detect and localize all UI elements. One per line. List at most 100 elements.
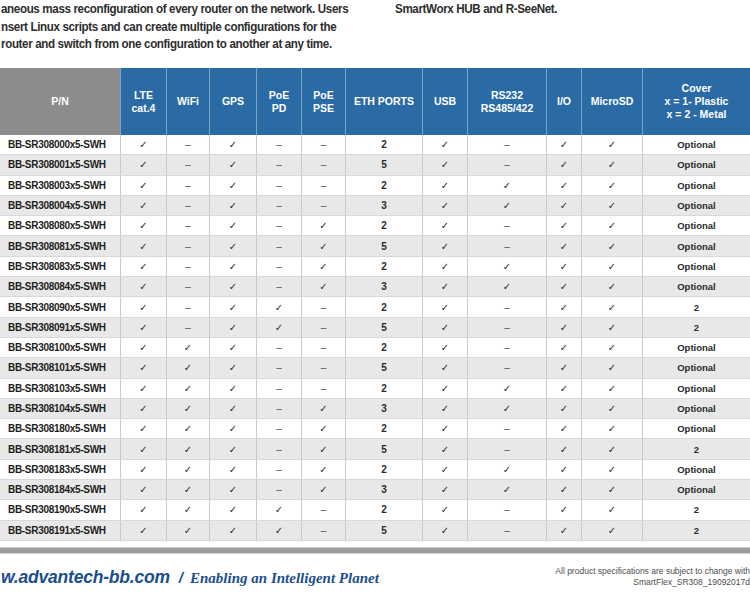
cell-cover: 2	[642, 297, 750, 316]
footer-branding: w.advantech-bb.com / Enabling an Intelli…	[1, 567, 379, 588]
cell-rs232-rs485-422: ✓	[467, 196, 546, 215]
cell-poe-pd: –	[256, 379, 301, 398]
table-row: BB-SR308191x5-SWH✓✓✓✓–5✓–✓✓2	[0, 521, 750, 541]
cell-rs232-rs485-422: –	[467, 318, 546, 337]
part-number-cell: BB-SR308190x5-SWH	[0, 500, 120, 519]
cell-lte-cat4: ✓	[120, 297, 166, 316]
cell-poe-pd: –	[256, 155, 301, 174]
table-row: BB-SR308084x5-SWH✓–✓–✓3✓✓✓✓Optional	[0, 277, 750, 297]
cell-wifi: –	[166, 216, 209, 235]
cell-cover: Optional	[642, 196, 750, 215]
cell-lte-cat4: ✓	[120, 216, 166, 235]
cell-rs232-rs485-422: ✓	[467, 460, 546, 479]
part-number-cell: BB-SR308090x5-SWH	[0, 297, 120, 316]
cell-poe-pse: ✓	[301, 257, 345, 276]
table-header-row: P/N LTE cat.4 WiFi GPS PoE PD PoE PSE ET…	[0, 68, 750, 135]
cell-eth-ports: 2	[345, 176, 422, 195]
cell-cover: Optional	[642, 480, 750, 499]
cell-io: ✓	[546, 176, 581, 195]
datasheet-page: { "intro": { "left_lines": [ "aneous mas…	[0, 0, 750, 608]
cell-poe-pse: –	[301, 500, 345, 519]
cell-microsd: ✓	[581, 439, 642, 458]
cell-poe-pse: ✓	[301, 439, 345, 458]
cell-poe-pse: –	[301, 521, 345, 540]
cell-cover: Optional	[642, 257, 750, 276]
cell-rs232-rs485-422: –	[467, 155, 546, 174]
cell-io: ✓	[546, 257, 581, 276]
table-row: BB-SR308103x5-SWH✓✓✓––2✓✓✓✓Optional	[0, 379, 750, 399]
cell-io: ✓	[546, 500, 581, 519]
footer-note-line: All product specifications are subject t…	[555, 566, 750, 577]
cell-io: ✓	[546, 155, 581, 174]
table-row: BB-SR308083x5-SWH✓–✓–✓2✓✓✓✓Optional	[0, 257, 750, 277]
cell-poe-pd: –	[256, 277, 301, 296]
cell-rs232-rs485-422: ✓	[467, 176, 546, 195]
column-header-poe-pse: PoE PSE	[301, 68, 345, 135]
part-number-cell: BB-SR308104x5-SWH	[0, 399, 120, 418]
cell-poe-pd: ✓	[256, 521, 301, 540]
cell-gps: ✓	[209, 257, 256, 276]
cell-gps: ✓	[209, 135, 256, 154]
cell-poe-pse: –	[301, 358, 345, 377]
cell-wifi: ✓	[166, 358, 209, 377]
cell-lte-cat4: ✓	[120, 460, 166, 479]
footer-tagline: Enabling an Intelligent Planet	[190, 570, 379, 587]
cell-gps: ✓	[209, 399, 256, 418]
cell-wifi: ✓	[166, 480, 209, 499]
part-number-cell: BB-SR308181x5-SWH	[0, 439, 120, 458]
cell-gps: ✓	[209, 521, 256, 540]
cell-cover: Optional	[642, 338, 750, 357]
cell-lte-cat4: ✓	[120, 277, 166, 296]
cell-usb: ✓	[422, 399, 467, 418]
cell-wifi: ✓	[166, 500, 209, 519]
column-header-poe-pd: PoE PD	[256, 68, 301, 135]
cell-lte-cat4: ✓	[120, 176, 166, 195]
cell-gps: ✓	[209, 155, 256, 174]
cell-rs232-rs485-422: –	[467, 216, 546, 235]
cell-wifi: ✓	[166, 460, 209, 479]
cell-poe-pd: –	[256, 419, 301, 438]
column-header-wifi: WiFi	[166, 68, 209, 135]
cell-gps: ✓	[209, 439, 256, 458]
table-row: BB-SR308104x5-SWH✓✓✓–✓3✓✓✓✓Optional	[0, 399, 750, 419]
cell-gps: ✓	[209, 176, 256, 195]
cell-lte-cat4: ✓	[120, 399, 166, 418]
cell-lte-cat4: ✓	[120, 480, 166, 499]
cell-eth-ports: 3	[345, 399, 422, 418]
cell-microsd: ✓	[581, 338, 642, 357]
cell-poe-pse: –	[301, 297, 345, 316]
cell-cover: 2	[642, 500, 750, 519]
intro-text-line: aneous mass reconfiguration of every rou…	[1, 1, 366, 19]
cell-poe-pse: –	[301, 196, 345, 215]
website-link[interactable]: w.advantech-bb.com	[1, 567, 170, 588]
cell-gps: ✓	[209, 358, 256, 377]
part-number-cell: BB-SR308000x5-SWH	[0, 135, 120, 154]
cell-microsd: ✓	[581, 460, 642, 479]
column-header-usb: USB	[422, 68, 467, 135]
cell-microsd: ✓	[581, 318, 642, 337]
cell-gps: ✓	[209, 236, 256, 255]
cell-poe-pd: –	[256, 439, 301, 458]
cell-usb: ✓	[422, 297, 467, 316]
cell-gps: ✓	[209, 500, 256, 519]
cell-rs232-rs485-422: ✓	[467, 480, 546, 499]
cell-eth-ports: 2	[345, 216, 422, 235]
cell-io: ✓	[546, 236, 581, 255]
cell-wifi: ✓	[166, 338, 209, 357]
cell-poe-pd: –	[256, 176, 301, 195]
cell-poe-pse: –	[301, 318, 345, 337]
cell-io: ✓	[546, 480, 581, 499]
table-row: BB-SR308101x5-SWH✓✓✓––5✓–✓✓Optional	[0, 358, 750, 378]
cell-gps: ✓	[209, 216, 256, 235]
table-row: BB-SR308080x5-SWH✓–✓–✓2✓–✓✓Optional	[0, 216, 750, 236]
cell-poe-pd: ✓	[256, 318, 301, 337]
cell-poe-pse: ✓	[301, 480, 345, 499]
cell-microsd: ✓	[581, 521, 642, 540]
cell-cover: Optional	[642, 379, 750, 398]
intro-text-line: SmartWorx HUB and R-SeeNet.	[395, 1, 724, 19]
cell-eth-ports: 2	[345, 500, 422, 519]
cell-io: ✓	[546, 277, 581, 296]
cell-usb: ✓	[422, 277, 467, 296]
cell-eth-ports: 2	[345, 419, 422, 438]
cell-microsd: ✓	[581, 480, 642, 499]
